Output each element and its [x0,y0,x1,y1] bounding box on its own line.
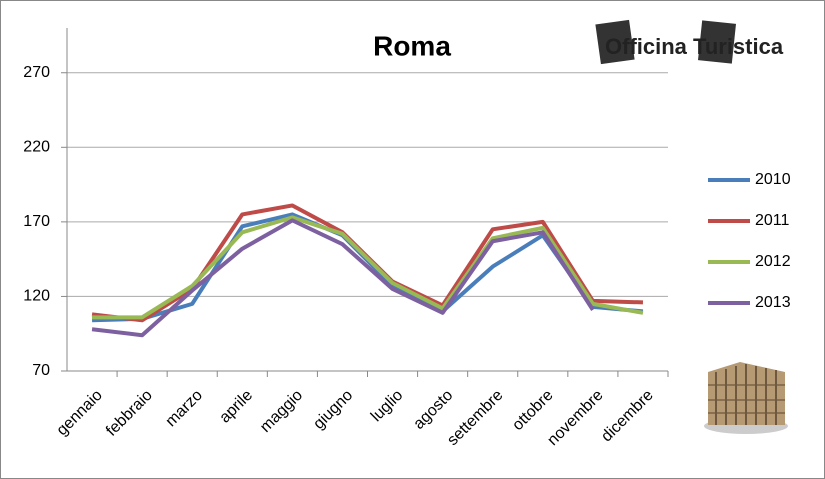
logo: Officina Turistica [595,19,784,65]
legend-label: 2010 [755,171,791,188]
logo-box [595,19,635,65]
legend-label: 2011 [755,212,790,229]
series-line [91,218,595,338]
y-tick-label: 220 [23,139,50,156]
legend-label: 2013 [755,294,791,311]
series-line [92,215,644,320]
legend-label: 2012 [755,253,791,270]
y-tick-label: 70 [32,362,50,379]
y-tick-label: 120 [23,288,50,305]
logo-text: Officina Turistica [605,34,784,59]
logo-box [698,20,736,64]
y-tick-label: 170 [23,213,50,230]
chart-title: Roma [373,30,451,61]
colosseum [704,362,788,434]
y-tick-label: 270 [23,64,50,81]
